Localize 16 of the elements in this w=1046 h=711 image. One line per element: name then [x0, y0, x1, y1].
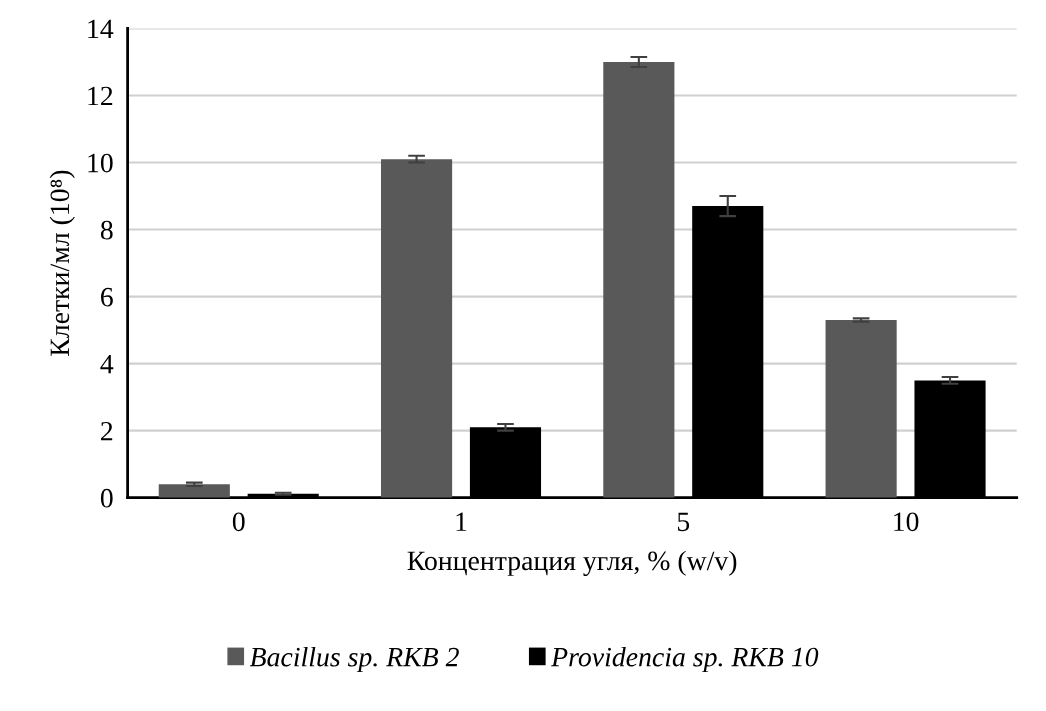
y-tick-label: 6 — [101, 287, 113, 307]
y-tick-label: 12 — [88, 86, 113, 106]
y-axis-title: Клетки/мл (10⁸) — [49, 170, 75, 356]
x-axis-title: Концентрация угля, % (w/v) — [407, 550, 737, 576]
y-tick-label: 10 — [88, 153, 113, 173]
x-tick-label: 0 — [232, 512, 245, 532]
y-tick-label: 8 — [100, 220, 113, 240]
y-tick-label: 4 — [100, 354, 114, 374]
y-tick-label: 2 — [101, 421, 113, 441]
y-tick-label: 0 — [100, 488, 113, 508]
legend-label: Providencia sp. RKB 10 — [551, 646, 819, 673]
x-tick-label: 1 — [456, 512, 467, 531]
x-tick-label: 10 — [894, 512, 919, 532]
legend-label: Bacillus sp. RKB 2 — [249, 646, 459, 673]
y-tick-label: 14 — [88, 19, 114, 39]
x-tick-label: 5 — [677, 512, 690, 532]
